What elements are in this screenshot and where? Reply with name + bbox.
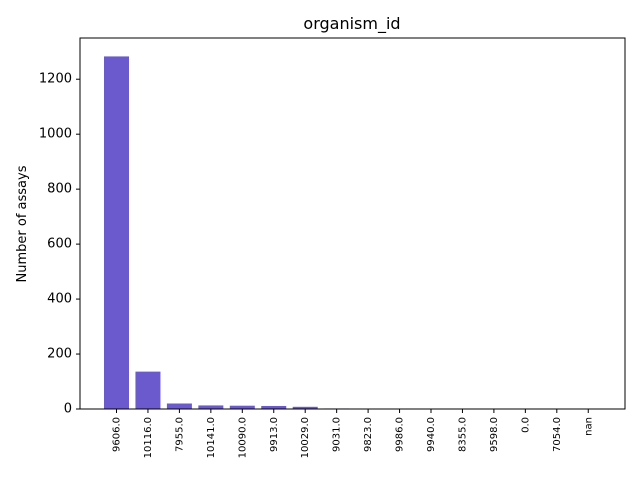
y-tick-label: 1000 (39, 127, 72, 142)
x-tick-label: 9606.0 (112, 417, 123, 452)
x-tick-label: 9598.0 (489, 417, 500, 452)
x-tick-label: 9940.0 (426, 417, 437, 452)
y-tick-label: 600 (47, 237, 72, 252)
plot-frame (79, 37, 626, 410)
y-tick-label: 0 (64, 402, 72, 417)
bar-9606.0 (104, 56, 129, 409)
bars-group (104, 56, 601, 409)
y-tick-label: 800 (47, 182, 72, 197)
x-tick-label: 9823.0 (363, 417, 374, 452)
x-tick-label: 10116.0 (143, 417, 154, 458)
x-tick-label: 7955.0 (174, 417, 185, 452)
x-tick-label: 9031.0 (332, 417, 343, 452)
x-axis: 9606.0 10116.0 7955.0 10141.0 10090.0 9913.0 1… (112, 409, 594, 458)
y-tick-label: 200 (47, 347, 72, 362)
y-axis-label: Number of assays (15, 165, 30, 282)
y-axis: 0 200 400 600 800 1000 1200 (39, 72, 80, 417)
chart-title: organism_id (303, 14, 400, 34)
x-tick-label: 8355.0 (457, 417, 468, 452)
x-tick-label: 9913.0 (269, 417, 280, 452)
x-tick-label: 10141.0 (206, 417, 217, 458)
x-tick-label: 7054.0 (552, 417, 563, 452)
y-tick-label: 1200 (39, 72, 72, 87)
x-tick-label: 9986.0 (395, 417, 406, 452)
x-tick-label: 0.0 (520, 417, 531, 433)
bar-9913.0 (261, 405, 287, 409)
bar-10029.0 (292, 406, 318, 409)
x-tick-label: nan (583, 417, 594, 436)
bar-10090.0 (229, 405, 255, 409)
bar-7955.0 (166, 403, 192, 409)
x-tick-label: 10029.0 (300, 417, 311, 458)
bar-10116.0 (135, 371, 161, 409)
y-tick-label: 400 (47, 292, 72, 307)
x-tick-label: 10090.0 (237, 417, 248, 458)
bar-10141.0 (198, 405, 224, 409)
